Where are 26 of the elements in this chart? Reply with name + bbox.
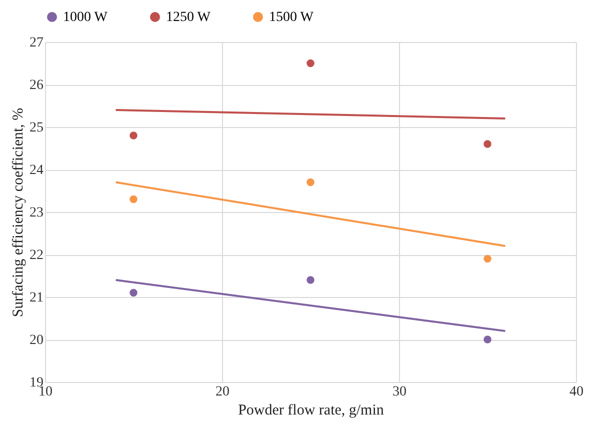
point [130,132,138,140]
y-tick-label: 21 [30,290,44,306]
y-tick-label: 20 [30,333,44,348]
y-axis-title: Surfacing efficiency coefficient, % [10,108,26,318]
point [306,59,314,68]
y-tick-label: 26 [30,78,44,93]
y-tick-label: 22 [30,248,44,263]
point [130,288,138,297]
point [306,276,314,284]
point [306,178,314,186]
point [130,195,138,204]
x-tick-label: 40 [570,384,584,400]
point [484,336,492,344]
x-tick-label: 30 [392,384,406,400]
point [484,140,492,148]
x-tick-label: 20 [216,384,230,400]
legend-label: 1000 W [63,10,108,25]
x-tick-label: 10 [38,384,52,400]
point [484,254,492,263]
x-axis-title: Powder flow rate, g/min [238,402,384,418]
y-tick-label: 27 [30,36,44,50]
legend-label: 1500 W [269,10,314,25]
y-tick-label: 25 [30,120,44,136]
y-tick-label: 24 [30,163,44,178]
legend-label: 1250 W [166,10,212,25]
y-tick-label: 23 [30,206,44,220]
